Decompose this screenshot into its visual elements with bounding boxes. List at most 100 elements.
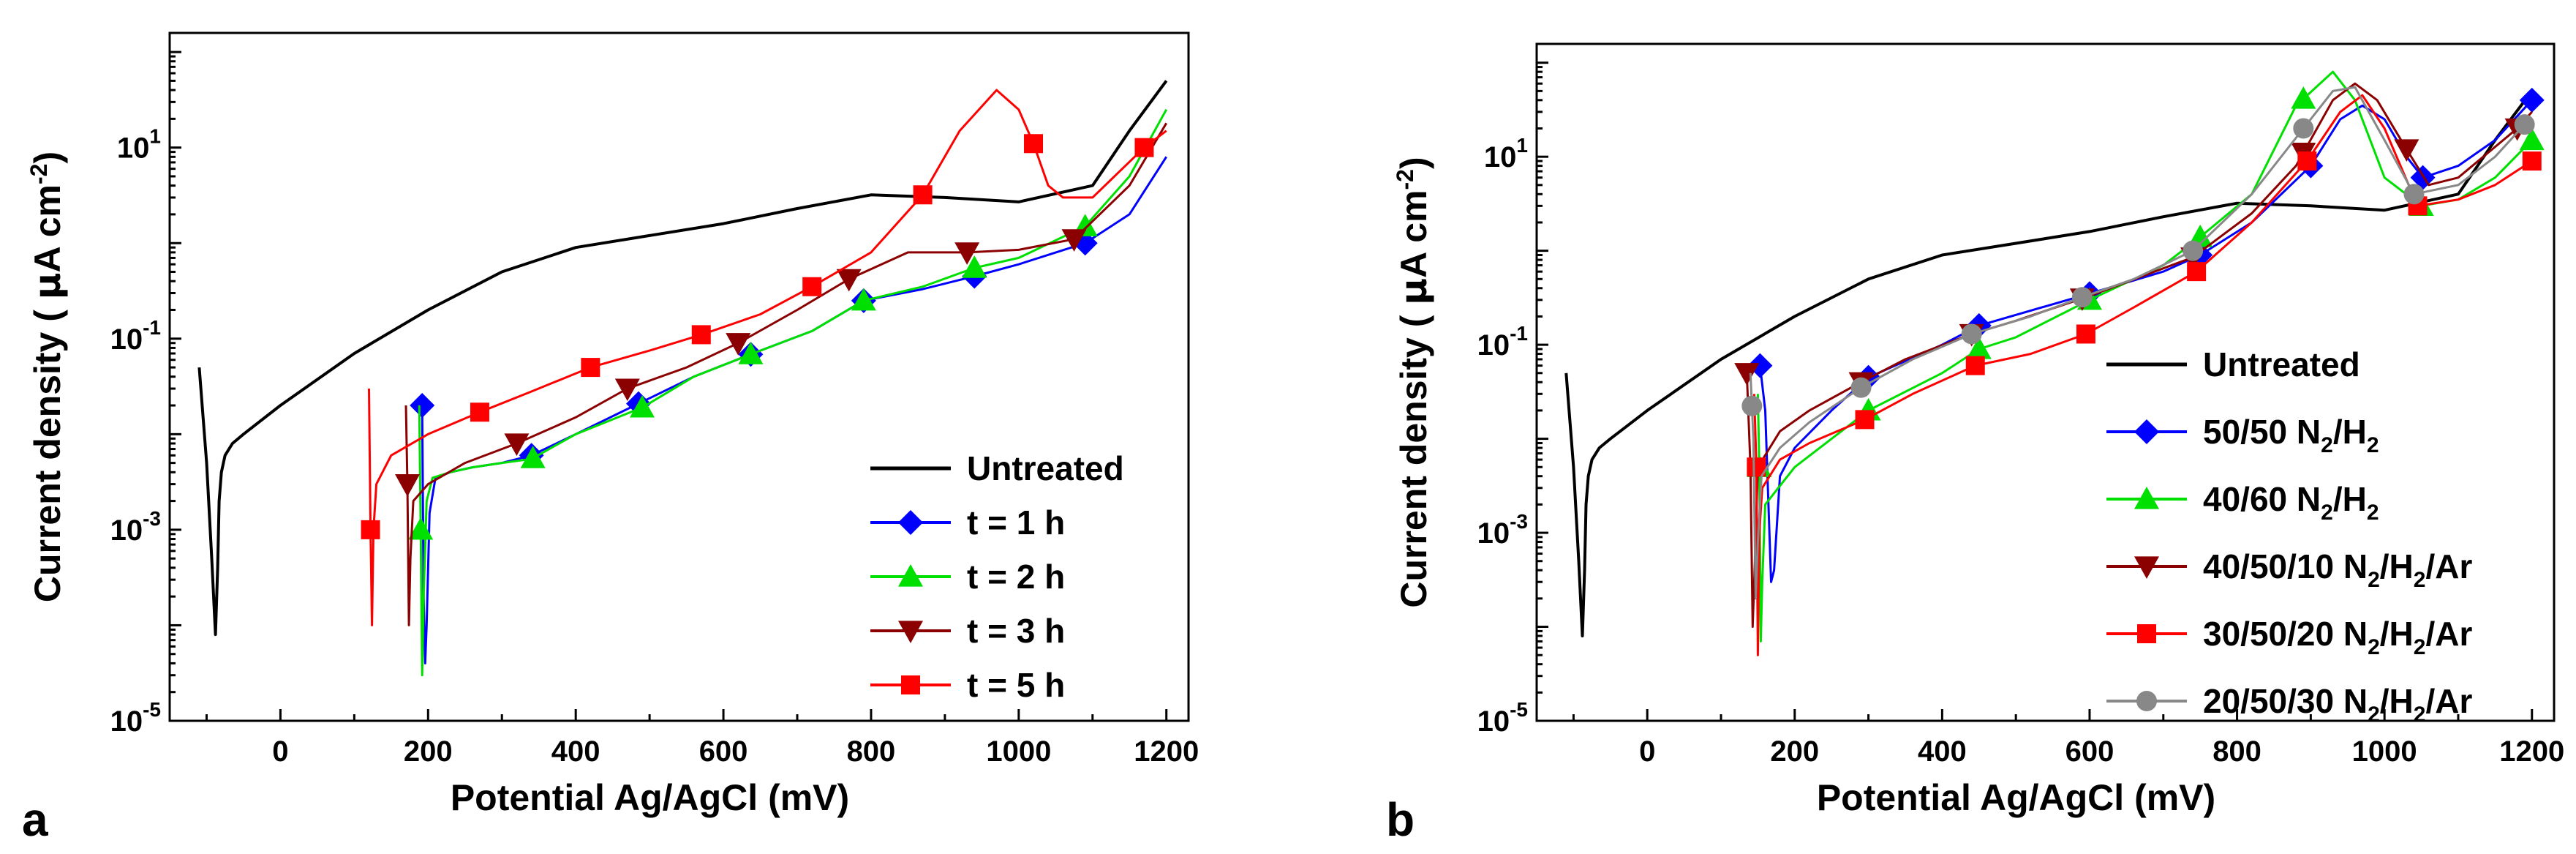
data-point	[691, 325, 711, 345]
data-point	[1741, 395, 1763, 416]
series-3	[395, 122, 1167, 626]
panel-letter: a	[22, 793, 48, 846]
legend-entry: t = 2 h	[967, 558, 1065, 596]
legend-marker	[898, 564, 923, 587]
x-tick-label: 0	[272, 735, 288, 768]
legend-marker	[2134, 487, 2159, 509]
x-tick-label: 600	[699, 735, 748, 768]
data-point	[738, 342, 764, 364]
data-point	[2071, 287, 2093, 308]
y-tick-label: 10-3	[1477, 510, 1528, 550]
legend-marker	[2137, 624, 2156, 643]
panel-letter: b	[1386, 793, 1415, 846]
legend-marker	[2134, 419, 2159, 444]
x-tick-label: 1000	[986, 735, 1051, 768]
panel-b: 0 200 400 600 800 1000 1200 10-5 10-3 10-1 101 Pote…	[1386, 42, 2564, 846]
x-tick-label: 1000	[2352, 735, 2417, 768]
data-point	[962, 255, 987, 278]
data-point	[1855, 410, 1875, 430]
legend-entry: t = 3 h	[967, 612, 1065, 650]
data-point	[395, 473, 421, 497]
legend-marker	[2136, 691, 2157, 711]
series-untreated	[1564, 90, 2534, 637]
y-tick-label: 101	[117, 125, 161, 165]
data-point	[2522, 151, 2542, 171]
data-point	[2297, 151, 2317, 171]
data-point	[1965, 356, 1985, 375]
data-point	[1734, 363, 1760, 386]
series-4	[361, 89, 1167, 626]
data-point	[2519, 87, 2545, 113]
y-tick-label: 10-5	[110, 698, 161, 738]
data-point	[410, 393, 435, 419]
legend-entry: Untreated	[967, 449, 1124, 487]
legend-entry: 50/50 N2/H2	[2203, 413, 2379, 457]
data-point	[2187, 262, 2207, 282]
series-line	[1564, 90, 2534, 637]
data-point	[408, 517, 434, 540]
legend-marker	[898, 510, 923, 535]
data-point	[1966, 336, 1992, 359]
x-tick-label: 600	[2065, 735, 2114, 768]
legend-entry: 40/60 N2/H2	[2203, 480, 2379, 525]
data-point	[614, 378, 640, 402]
data-point	[581, 358, 600, 378]
legend: Untreated t = 1 h t = 2 h t = 3 h t = 5 h	[870, 449, 1124, 704]
plot-area	[197, 80, 1168, 677]
x-tick-label: 400	[1918, 735, 1967, 768]
series-2	[408, 108, 1168, 677]
data-point	[504, 433, 530, 456]
legend-marker	[2134, 556, 2159, 579]
data-point	[520, 446, 546, 468]
series-line	[404, 122, 1167, 626]
series-5	[1741, 86, 2535, 600]
series-line	[421, 156, 1167, 664]
x-tick-label: 1200	[2499, 735, 2564, 768]
x-tick-label: 200	[1770, 735, 1819, 768]
series-2	[1747, 70, 2545, 643]
panel-a: 0 200 400 600 800 1000 1200 10-5 10-3 10-1 101 Pote…	[22, 31, 1199, 846]
legend-marker	[901, 675, 920, 694]
plot-area	[1564, 70, 2545, 656]
x-tick-label: 1200	[1134, 735, 1199, 768]
data-point	[2514, 114, 2535, 135]
x-tick-label: 200	[404, 735, 453, 768]
data-point	[726, 333, 751, 356]
x-axis-title: Potential Ag/AgCl (mV)	[1817, 777, 2215, 818]
data-point	[802, 277, 822, 296]
legend-entry: 30/50/20 N2/H2/Ar	[2203, 615, 2472, 659]
x-axis-title: Potential Ag/AgCl (mV)	[451, 777, 849, 818]
y-tick-label: 101	[1484, 134, 1528, 173]
data-point	[954, 242, 980, 265]
data-point	[2291, 86, 2316, 109]
x-tick-label: 800	[2212, 735, 2261, 768]
legend-entry: t = 5 h	[967, 666, 1065, 704]
x-tick-label: 0	[1639, 735, 1655, 768]
series-untreated	[197, 80, 1168, 637]
legend-marker	[898, 621, 923, 643]
data-point	[2183, 240, 2204, 261]
y-tick-label: 10-1	[110, 316, 161, 356]
x-tick-label: 800	[847, 735, 896, 768]
legend-entry: Untreated	[2203, 345, 2360, 383]
series-line	[368, 89, 1167, 626]
data-point	[836, 269, 862, 292]
data-point	[1850, 377, 1872, 398]
data-point	[2293, 118, 2314, 139]
data-point	[851, 288, 876, 311]
series-line	[1756, 70, 2533, 643]
data-point	[2519, 127, 2545, 151]
data-point	[1024, 134, 1044, 154]
data-point	[361, 520, 380, 539]
series-line	[197, 80, 1168, 637]
y-tick-label: 10-1	[1477, 322, 1528, 362]
legend-entry: 20/50/30 N2/H2/Ar	[2203, 682, 2472, 727]
data-point	[1061, 229, 1087, 252]
legend-entry: 40/50/10 N2/H2/Ar	[2203, 547, 2472, 592]
data-point	[2076, 324, 2095, 344]
y-tick-label: 10-5	[1477, 698, 1528, 738]
data-point	[470, 402, 489, 422]
legend: Untreated 50/50 N2/H2 40/60 N2/H2 40/50/10 …	[2106, 345, 2472, 727]
series-line	[1749, 86, 2526, 600]
data-point	[1961, 323, 1982, 345]
